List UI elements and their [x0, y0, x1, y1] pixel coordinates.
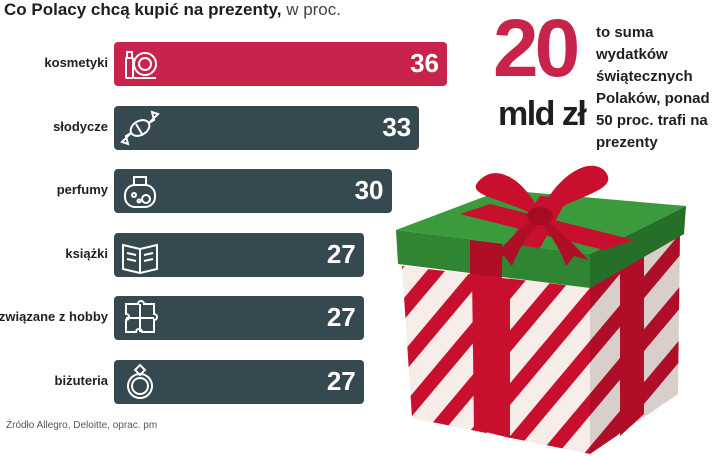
- bar-value: 27: [326, 302, 356, 332]
- perfume-icon: [124, 176, 156, 208]
- bar-value: 30: [354, 175, 384, 205]
- ring-icon: [127, 363, 153, 399]
- bar-value: 33: [382, 111, 412, 142]
- bar-label: kosmetyki: [44, 55, 108, 70]
- book-icon: [122, 243, 158, 274]
- highlight-unit: mld zł: [498, 95, 587, 133]
- cosmetics-icon: [125, 51, 157, 79]
- chart-title-unit: w proc.: [286, 0, 341, 19]
- bar: [114, 169, 392, 213]
- bar-label: słodycze: [53, 118, 108, 134]
- puzzle-icon: [125, 300, 158, 333]
- gift-box-illustration: [396, 165, 686, 454]
- highlight-text: to suma wydatków świątecznych Polaków, p…: [596, 24, 710, 151]
- bar: [114, 296, 364, 340]
- bar-label: perfumy: [56, 182, 108, 197]
- highlight-value: 20: [493, 3, 580, 94]
- source-note: Źródło Allegro, Deloitte, oprac. pm: [6, 420, 158, 431]
- chart-title-main: Co Polacy chcą kupić na prezenty,: [4, 0, 282, 19]
- bar: [114, 105, 420, 150]
- chart-title: Co Polacy chcą kupić na prezenty, w proc…: [4, 0, 341, 20]
- bar-label: biżuteria: [54, 372, 108, 388]
- bar-value: 27: [326, 238, 356, 269]
- candy-icon: [120, 109, 160, 146]
- bar: [114, 42, 447, 86]
- bar-value: 36: [410, 48, 439, 78]
- bar: [114, 359, 364, 404]
- bar-label: książki: [65, 245, 108, 261]
- bar-label: związane z hobby: [0, 309, 108, 324]
- bar-value: 27: [326, 365, 356, 396]
